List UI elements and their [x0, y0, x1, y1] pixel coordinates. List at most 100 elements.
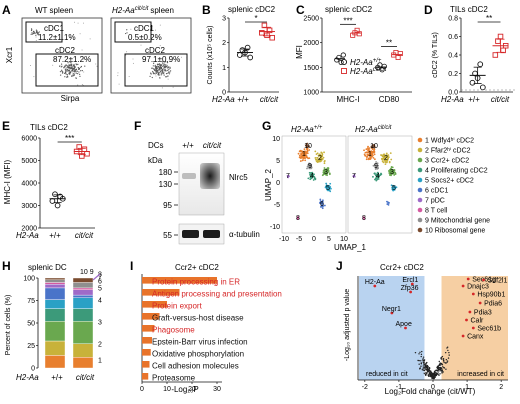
umap-cell — [393, 174, 396, 176]
umap-cell — [306, 167, 308, 170]
flow-event — [155, 71, 157, 73]
flow-event — [166, 62, 169, 64]
data-point — [381, 63, 387, 69]
flow-event — [33, 76, 35, 78]
flow-event — [89, 38, 91, 40]
stack-segment — [72, 357, 94, 369]
umap-cell — [371, 148, 374, 151]
flow-event — [30, 29, 33, 32]
legend-item: 2 Ffar2ʰⁱ cDC2 — [425, 147, 471, 155]
flow-event — [59, 64, 61, 66]
cluster-label: 3 — [390, 169, 394, 176]
umap-cell — [381, 160, 384, 163]
umap-cell — [300, 150, 303, 153]
gene-point — [427, 368, 429, 370]
umap-cell — [319, 201, 322, 204]
panel-c-title: splenic cDC2 — [325, 5, 373, 14]
umap-ytick-m5: -5 — [274, 202, 280, 209]
flow-event — [79, 75, 81, 77]
flow-event — [73, 67, 75, 69]
gene-point — [425, 371, 427, 374]
gene-point — [439, 362, 441, 364]
reduced-region — [359, 276, 425, 380]
panel-e-group-cit: cit/cit — [75, 231, 94, 240]
x-tick-label: 1 — [465, 384, 469, 391]
cluster-label: 5 — [392, 185, 396, 192]
umap-cell — [326, 174, 328, 177]
umap-wt-title: H2-Aa+/+ — [291, 125, 323, 134]
stack-label: 4 — [98, 298, 102, 305]
flow-event — [63, 66, 65, 68]
gene-point — [424, 373, 427, 375]
stack-segment — [44, 321, 66, 342]
flow-event — [181, 56, 183, 58]
umap-cell — [376, 162, 379, 165]
umap-cell — [323, 151, 325, 154]
flow-event — [30, 28, 33, 30]
panel-j-label: J — [336, 259, 343, 273]
gene-label: Pdia3 — [474, 310, 492, 317]
data-point — [236, 52, 243, 58]
pathway-label: Phagosome — [152, 326, 195, 335]
flow-event — [152, 68, 155, 70]
stack-segment — [72, 297, 94, 309]
data-point — [336, 54, 342, 61]
y-tick-label: 5000 — [21, 158, 37, 165]
umap-cell — [384, 161, 387, 163]
wt-cdc2-value: 87.2±1.2% — [53, 55, 91, 64]
gene-point — [420, 353, 423, 356]
umap-cell — [328, 186, 330, 188]
flow-event — [161, 69, 163, 72]
data-point — [59, 195, 66, 202]
cluster-label: 9 — [374, 163, 378, 170]
flow-event — [159, 66, 161, 68]
flow-event — [65, 72, 67, 74]
umap-cell — [302, 156, 305, 159]
gene-label: Pdia6 — [484, 301, 502, 308]
flow-event — [157, 69, 159, 71]
cluster-label: 6 — [320, 201, 324, 208]
gene-point — [417, 359, 419, 362]
umap-cell — [389, 168, 392, 171]
pathway-label: Cell adhesion molecules — [152, 362, 239, 371]
flow-event — [35, 36, 37, 38]
umap-cell — [307, 177, 310, 180]
stack-label: 1 — [98, 358, 102, 365]
pathway-bar — [142, 313, 160, 320]
panel-j-title: Ccr2+ cDC2 — [380, 263, 424, 272]
umap-cell — [386, 203, 389, 205]
flow-event — [64, 68, 66, 70]
marker-180: 180 — [159, 168, 173, 177]
data-point — [474, 75, 481, 81]
flow-event — [154, 68, 157, 70]
flow-event — [80, 70, 82, 72]
flow-event — [81, 84, 83, 86]
legend-swatch — [417, 147, 423, 153]
x-tick-label: 0 — [140, 386, 144, 393]
umap-cell — [372, 175, 374, 178]
gene-point — [441, 358, 443, 360]
umap-cell — [364, 154, 367, 157]
umap-cell — [314, 150, 317, 153]
cluster-label: 4 — [310, 173, 314, 180]
cluster-label: 1 — [368, 151, 372, 158]
legend-item: 4 Proliferating cDC2 — [425, 168, 488, 175]
umap-cell — [391, 166, 394, 169]
gene-label: Hsp90b1 — [477, 292, 505, 299]
flow-event — [153, 62, 155, 65]
umap-cell — [300, 157, 302, 160]
flow-event — [32, 33, 34, 35]
y-tick-label: 0.4 — [448, 53, 458, 60]
gene-highlight — [373, 284, 377, 288]
panel-g: G H2-Aa+/+ H2-Aacit/cit UMAP_2 123456789… — [262, 119, 490, 252]
data-point — [269, 34, 275, 41]
stack-pointer — [92, 273, 101, 281]
panel-b-genotype: H2-Aa — [212, 95, 235, 104]
flow-event — [75, 72, 77, 74]
data-point — [247, 54, 254, 61]
flow-event — [159, 63, 161, 65]
flow-event — [68, 67, 70, 69]
umap-cell — [310, 171, 312, 174]
flow-event — [161, 87, 163, 89]
